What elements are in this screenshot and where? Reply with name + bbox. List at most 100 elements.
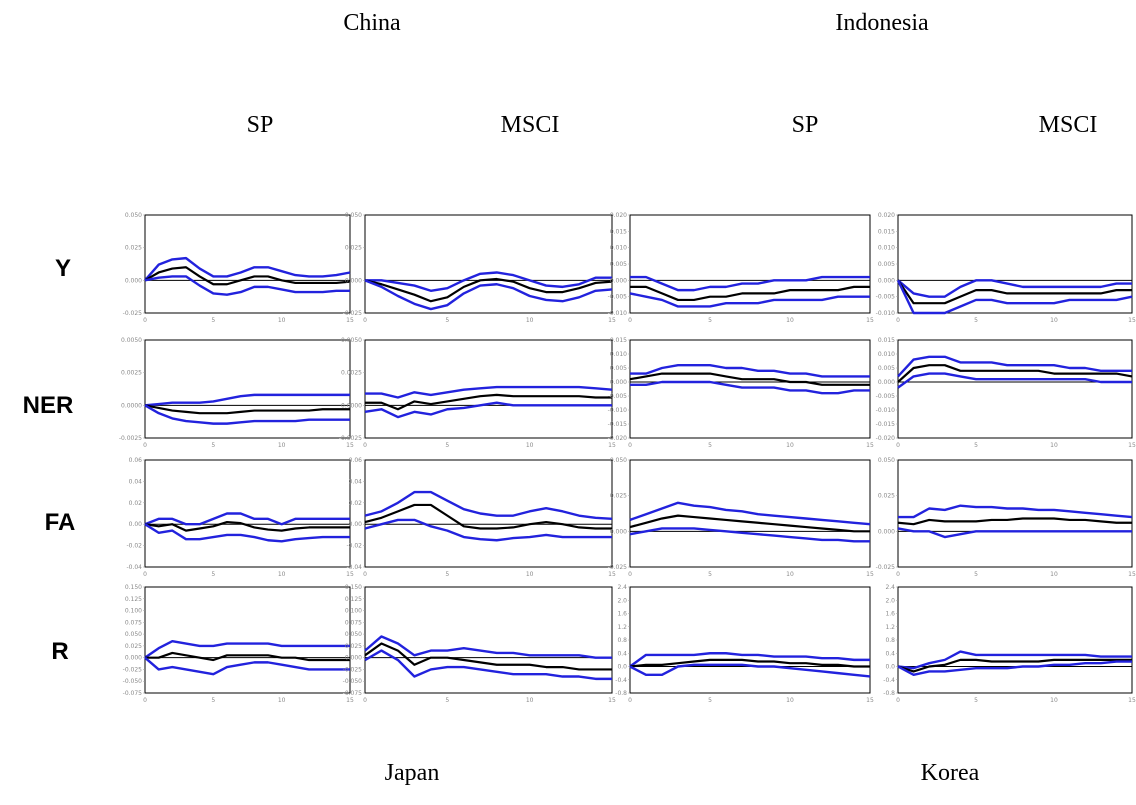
- row-label-y: Y: [54, 255, 72, 282]
- panel-r1-c2-ytick: 0.025: [345, 245, 362, 252]
- country-header-korea: Korea: [920, 760, 980, 786]
- panel-r3-c4-xtick: 10: [1050, 571, 1058, 578]
- panel-r2-c4-upper-line: [897, 355, 1132, 378]
- panel-r2-c4: 0.015 0.010 0.005 0.000 -0.005 -0.010 -0.015 -0…: [876, 337, 1136, 449]
- panel-r3-c1-ytick: 0.04: [129, 478, 143, 485]
- panel-r3-c4-upper-line: [898, 504, 1133, 519]
- panel-r1-c4-ytick: 0.000: [878, 277, 895, 284]
- panel-r2-c3-frame: [629, 339, 871, 439]
- panel-r1-c2-ytick: 0.050: [345, 212, 362, 219]
- panel-r2-c1-frame: [144, 339, 351, 439]
- panel-r4-c2-xtick: 5: [445, 697, 449, 704]
- panel-r1-c3-ytick: 0.015: [610, 228, 627, 235]
- panel-r2-c2-xtick: 5: [445, 442, 449, 449]
- panel-r2-c4-center-line: [897, 364, 1133, 383]
- panel-r1-c4-ytick: 0.010: [878, 245, 895, 252]
- panel-r2-c3: 0.015 0.010 0.005 0.000 -0.005 -0.010 -0.015 -0…: [608, 337, 874, 449]
- panel-r1-c3-xtick: 5: [708, 317, 712, 324]
- panel-r3-c1-frame: [144, 459, 351, 568]
- panel-r2-c4-lower-line: [897, 372, 1132, 389]
- panel-r4-c3-xtick: 5: [708, 697, 712, 704]
- panel-r2-c3-ytick: 0.000: [610, 379, 627, 386]
- panel-r2-c3-xtick: 15: [866, 442, 874, 449]
- panel-r1-c3-ytick: -0.005: [608, 294, 628, 301]
- panel-r2-c3-xtick: 10: [786, 442, 794, 449]
- panel-r1-c1-xtick: 0: [143, 317, 147, 324]
- panel-r4-c1-xtick: 15: [346, 697, 354, 704]
- panel-r4-c1-lower-line: [144, 656, 350, 676]
- panel-r1-c3-ytick: 0.000: [610, 277, 627, 284]
- panel-r2-c3-upper-line: [630, 364, 870, 378]
- panel-r3-c4-xtick: 5: [974, 571, 978, 578]
- panel-r2-c2-ytick: 0.0025: [341, 370, 362, 377]
- panel-r1-c3-xtick: 10: [786, 317, 794, 324]
- panel-r2-c2-xtick: 15: [608, 442, 616, 449]
- panel-r4-c2-ytick: 0.150: [345, 584, 362, 591]
- country-header-china: China: [343, 10, 401, 36]
- panel-r2-c3-ytick: 0.015: [610, 337, 627, 344]
- panel-r4-c3-xtick: 15: [866, 697, 874, 704]
- panel-r1-c2-xtick: 10: [526, 317, 534, 324]
- panel-r4-c2-xtick: 0: [363, 697, 367, 704]
- panel-r3-c2-ytick: -0.04: [346, 564, 362, 571]
- panel-r1-c3-ytick: 0.005: [610, 261, 627, 268]
- panel-r2-c3-center-line: [629, 372, 870, 386]
- panel-r1-c4-ytick: 0.005: [878, 261, 895, 268]
- panel-r2-c1-ytick: -0.0025: [119, 435, 142, 442]
- panel-r1-c1-xtick: 10: [278, 317, 286, 324]
- panel-r4-c1-ytick: 0.075: [125, 619, 142, 626]
- panel-r4-c2-center-line: [364, 642, 612, 671]
- panel-r1-c1-xtick: 15: [346, 317, 354, 324]
- panel-r4-c1-xtick: 5: [211, 697, 215, 704]
- panel-r2-c2-xtick: 10: [526, 442, 534, 449]
- panel-r4-c1-frame: [144, 586, 351, 694]
- panel-r2-c1-xtick: 5: [211, 442, 215, 449]
- panel-r1-c2-frame: [364, 214, 613, 314]
- panel-r3-c2-lower-line: [364, 518, 612, 542]
- panel-r1-c2-xtick: 0: [363, 317, 367, 324]
- panel-r2-c3-xtick: 5: [708, 442, 712, 449]
- panel-r4-c1-ytick: 0.150: [125, 584, 142, 591]
- panel-r1-c2-center-line: [364, 277, 613, 303]
- panel-r3-c1-ytick: 0.06: [129, 457, 143, 464]
- panel-r3-c4-ytick: -0.025: [876, 564, 896, 571]
- panel-r4-c1-ytick: -0.075: [123, 690, 143, 697]
- panel-r1-c2-ytick: -0.025: [343, 310, 363, 317]
- panel-r4-c2-upper-line: [364, 635, 612, 659]
- panel-r4-c4-ytick: 0.4: [885, 650, 895, 657]
- panel-r4-c2-ytick: 0.025: [345, 643, 362, 650]
- panel-r3-c3-ytick: -0.025: [608, 564, 628, 571]
- panel-r1-c4-upper-line: [897, 279, 1132, 298]
- panel-r3-c1-xtick: 0: [143, 571, 147, 578]
- panel-r3-c4-ytick: 0.050: [878, 457, 895, 464]
- panel-r2-c3-ytick: 0.005: [610, 365, 627, 372]
- panel-r2-c3-ytick: 0.010: [610, 351, 627, 358]
- panel-r1-c4-xtick: 5: [974, 317, 978, 324]
- panel-r3-c3-xtick: 15: [866, 571, 874, 578]
- panel-r2-c1-xtick: 0: [143, 442, 147, 449]
- panel-r2-c1-center-line: [144, 404, 350, 415]
- panel-r4-c4-ytick: 2.4: [885, 584, 895, 591]
- panel-r1-c2-xtick: 5: [445, 317, 449, 324]
- panel-r1-c3-upper-line: [630, 275, 870, 292]
- index-header-col3: SP: [791, 112, 819, 138]
- panel-r4-c1-ytick: 0.100: [125, 608, 142, 615]
- panel-r4-c2-xtick: 15: [608, 697, 616, 704]
- panel-r2-c4-ytick: -0.005: [876, 393, 896, 400]
- panel-r4-c4-lower-line: [897, 660, 1132, 676]
- panel-r1-c1-ytick: 0.000: [125, 277, 142, 284]
- panel-r3-c1-ytick: -0.02: [126, 543, 142, 550]
- panel-r3-c2-ytick: 0.06: [349, 457, 363, 464]
- panel-r4-c4-ytick: 1.2: [885, 624, 895, 631]
- panel-r2-c4-xtick: 15: [1128, 442, 1136, 449]
- panel-r3-c2-xtick: 0: [363, 571, 367, 578]
- panel-r1-c4-ytick: 0.020: [878, 212, 895, 219]
- panel-r3-c1-ytick: 0.00: [129, 521, 143, 528]
- panel-r4-c3-frame: [629, 586, 871, 694]
- panel-r2-c1-xtick: 15: [346, 442, 354, 449]
- panel-r4-c1-ytick: 0.125: [125, 596, 142, 603]
- panel-r4-c2-ytick: 0.100: [345, 608, 362, 615]
